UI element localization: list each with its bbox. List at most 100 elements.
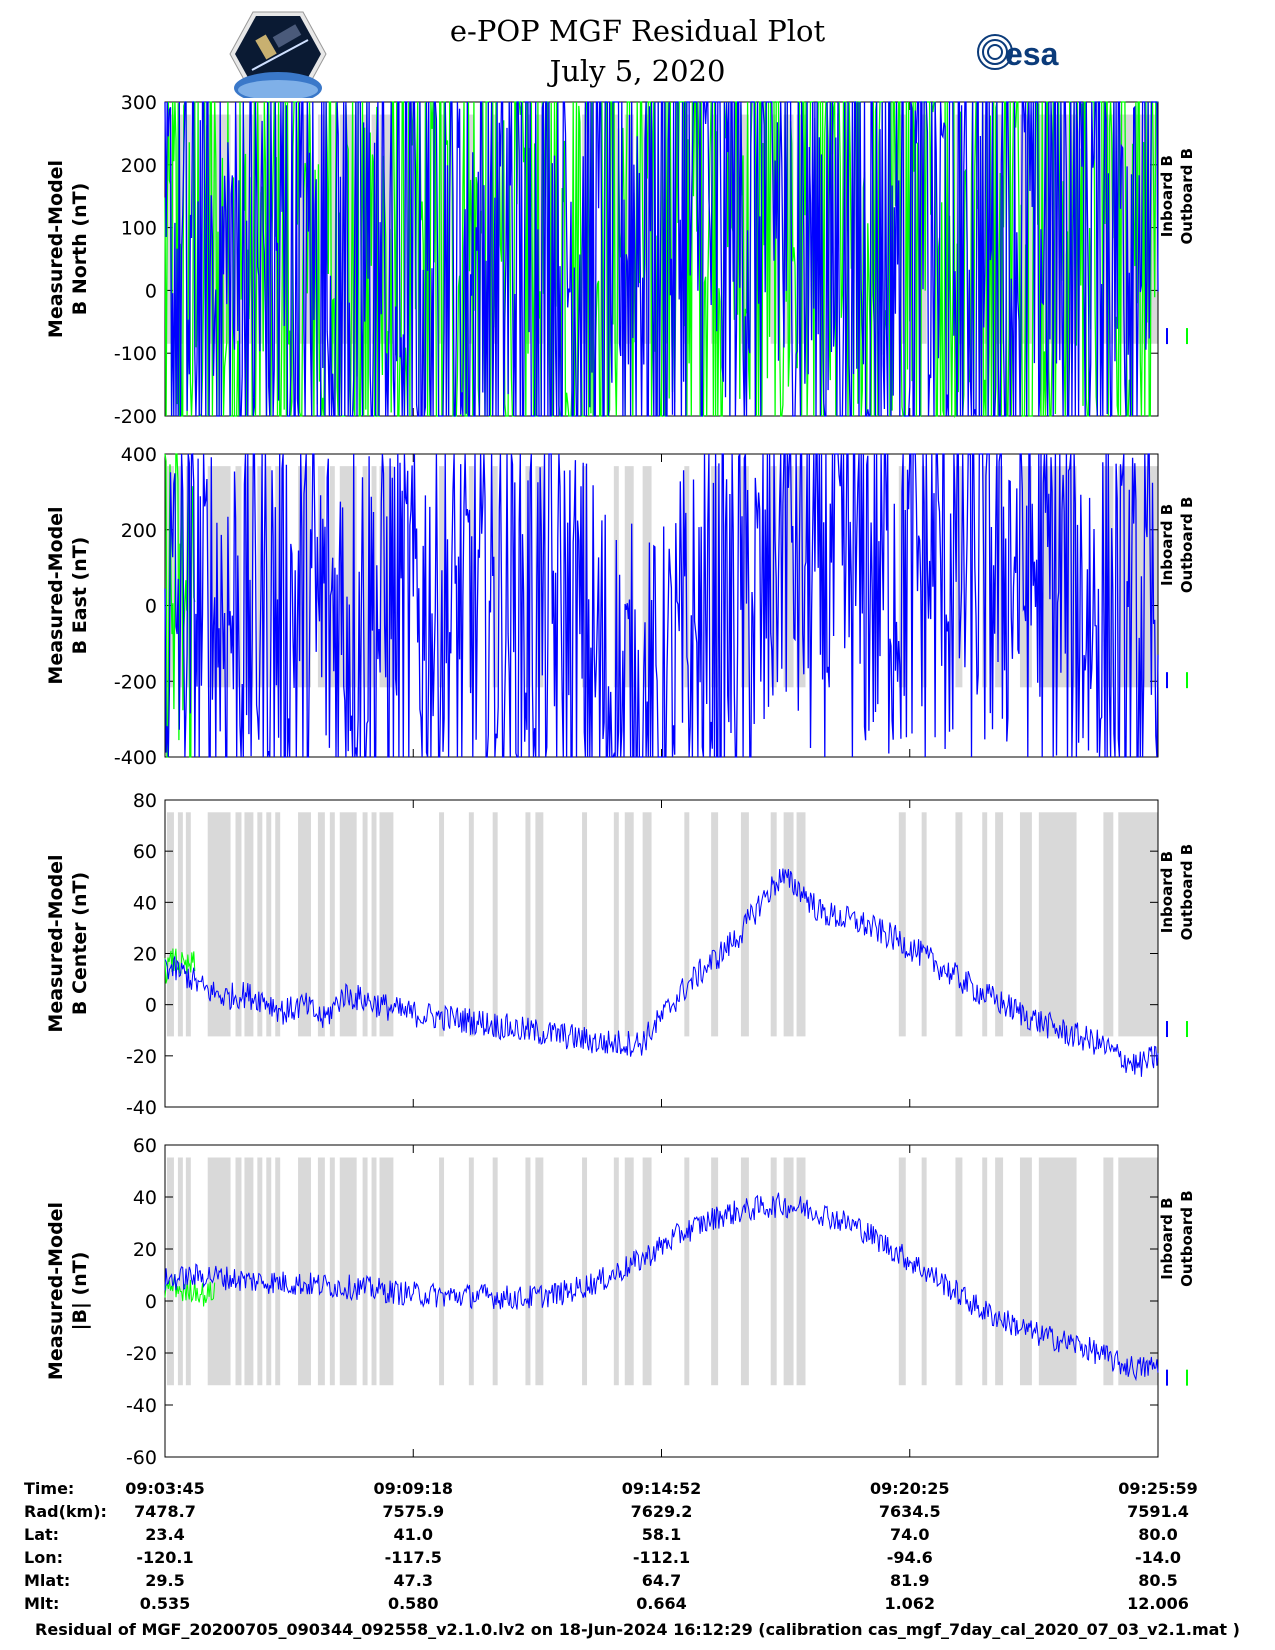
shaded-interval <box>235 812 242 1037</box>
y-axis-label-line: Measured-Model <box>45 506 67 684</box>
table-cell: 47.3 <box>393 1571 433 1590</box>
shaded-interval <box>613 114 619 344</box>
shaded-interval <box>740 114 749 344</box>
shaded-interval <box>207 812 231 1037</box>
panel-3: -40 -20 0 20 40 60 80 Measured-Model B Center (n… <box>45 790 1196 1119</box>
table-row-label: Mlat: <box>24 1571 71 1590</box>
shaded-interval <box>275 1157 281 1386</box>
table-cell: 80.0 <box>1138 1525 1178 1544</box>
table-cell: 7634.5 <box>878 1502 941 1521</box>
shaded-interval <box>166 812 174 1037</box>
legend-outboard: Outboard B <box>1178 497 1196 594</box>
y-axis-label-line: B North (nT) <box>69 183 91 316</box>
shaded-interval <box>379 812 394 1037</box>
shaded-interval <box>339 1157 357 1386</box>
shaded-interval <box>535 812 544 1037</box>
y-tick-label: 100 <box>121 218 157 240</box>
y-axis-label: Measured-Model B Center (nT) <box>45 854 91 1032</box>
y-tick-label: -60 <box>126 1447 157 1469</box>
panel-1: -200 -100 0 100 200 300 Measured-Model B North … <box>45 92 1196 428</box>
shaded-interval <box>740 1157 749 1386</box>
shaded-interval <box>257 1157 263 1386</box>
table-cell: 29.5 <box>145 1571 185 1590</box>
shaded-interval <box>1118 812 1158 1037</box>
shaded-interval <box>783 114 794 344</box>
shaded-interval <box>525 812 531 1037</box>
shaded-interval <box>613 812 619 1037</box>
table-cell: 09:20:25 <box>869 1479 950 1498</box>
shaded-interval <box>740 812 749 1037</box>
table-cell: 64.7 <box>641 1571 682 1590</box>
shaded-interval <box>582 812 588 1037</box>
y-axis-label: Measured-Model B North (nT) <box>45 160 91 338</box>
y-tick-label: 300 <box>121 92 157 114</box>
shaded-interval <box>770 812 777 1037</box>
shaded-interval <box>982 466 988 688</box>
shaded-interval <box>955 1157 963 1386</box>
y-axis-label-line: Measured-Model <box>45 854 67 1032</box>
shaded-interval <box>921 1157 927 1386</box>
shaded-interval <box>275 466 281 688</box>
shaded-interval <box>898 812 906 1037</box>
series-inboard <box>164 453 1159 758</box>
shaded-interval <box>642 1157 652 1386</box>
shaded-interval <box>1103 1157 1114 1386</box>
shaded-interval <box>317 1157 325 1386</box>
shaded-interval <box>535 1157 544 1386</box>
shaded-interval <box>298 1157 311 1386</box>
table-cell: 1.062 <box>884 1594 936 1613</box>
shaded-interval <box>371 1157 377 1386</box>
legend-outboard: Outboard B <box>1178 1190 1196 1287</box>
y-tick-label: 20 <box>133 944 157 966</box>
shaded-interval <box>266 114 272 344</box>
shaded-interval <box>642 812 652 1037</box>
shaded-interval <box>711 812 719 1037</box>
y-tick-label: 0 <box>145 995 157 1017</box>
table-cell: 74.0 <box>890 1525 930 1544</box>
axes-frame <box>164 799 1159 1108</box>
y-tick-label: -40 <box>126 1395 157 1417</box>
shaded-interval <box>982 1157 988 1386</box>
table-cell: -120.1 <box>136 1548 194 1567</box>
table-cell: 12.006 <box>1127 1594 1189 1613</box>
shaded-interval <box>185 466 191 688</box>
axes-frame <box>164 1144 1159 1458</box>
shaded-interval <box>582 466 588 688</box>
shaded-interval <box>535 114 544 344</box>
y-tick-label: 80 <box>133 790 157 812</box>
shaded-interval <box>362 1157 368 1386</box>
shaded-interval <box>783 812 794 1037</box>
series-outboard <box>164 453 196 758</box>
shaded-interval <box>317 812 325 1037</box>
shaded-interval <box>166 1157 174 1386</box>
shaded-interval <box>266 466 272 688</box>
y-tick-label: 20 <box>133 1239 157 1261</box>
table-cell: 09:14:52 <box>621 1479 702 1498</box>
plot-date: July 5, 2020 <box>549 54 726 88</box>
y-tick-label: 0 <box>145 1291 157 1313</box>
shaded-interval <box>1019 812 1032 1037</box>
shaded-interval <box>740 466 749 688</box>
shaded-interval <box>379 1157 394 1386</box>
table-cell: 09:03:45 <box>125 1479 205 1498</box>
shaded-interval <box>492 812 498 1037</box>
table-cell: -94.6 <box>886 1548 933 1567</box>
shaded-interval <box>624 812 634 1037</box>
y-axis-label-line: B Center (nT) <box>69 872 91 1015</box>
table-row-label: Lat: <box>24 1525 60 1544</box>
esa-logo-icon: esa <box>977 34 1059 72</box>
legend-inboard: Inboard B <box>1158 155 1176 237</box>
legend-inboard: Inboard B <box>1158 504 1176 586</box>
y-tick-label: 200 <box>121 155 157 177</box>
shaded-interval <box>235 1157 242 1386</box>
shaded-interval <box>898 114 906 344</box>
shaded-interval <box>624 466 634 688</box>
y-tick-label: 40 <box>133 1187 157 1209</box>
shaded-interval <box>371 812 377 1037</box>
table-cell: 58.1 <box>641 1525 682 1544</box>
shaded-interval <box>439 1157 445 1386</box>
y-axis-label-line: B East (nT) <box>69 537 91 655</box>
shaded-interval <box>468 1157 474 1386</box>
table-cell: 41.0 <box>393 1525 433 1544</box>
